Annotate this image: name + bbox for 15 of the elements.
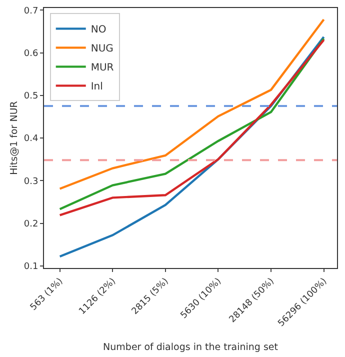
y-axis-title: Hits@1 for NUR <box>9 100 20 175</box>
y-tick-label: 0.3 <box>24 176 38 187</box>
legend-label: NUG <box>90 44 114 55</box>
legend-label: NO <box>90 24 106 36</box>
y-tick-label: 0.1 <box>24 262 38 272</box>
y-tick-label: 0.4 <box>24 134 38 144</box>
y-tick-label: 0.6 <box>24 48 38 59</box>
y-tick-label: 0.5 <box>24 92 38 102</box>
y-tick-label: 0.2 <box>24 219 38 230</box>
legend-label: Inl <box>90 82 103 93</box>
y-tick-label: 0.7 <box>24 6 38 16</box>
line-series <box>58 36 325 258</box>
line-series <box>58 18 325 190</box>
legend-label: MUR <box>90 62 114 74</box>
x-axis-title: Number of dialogs in the training set <box>103 342 278 354</box>
